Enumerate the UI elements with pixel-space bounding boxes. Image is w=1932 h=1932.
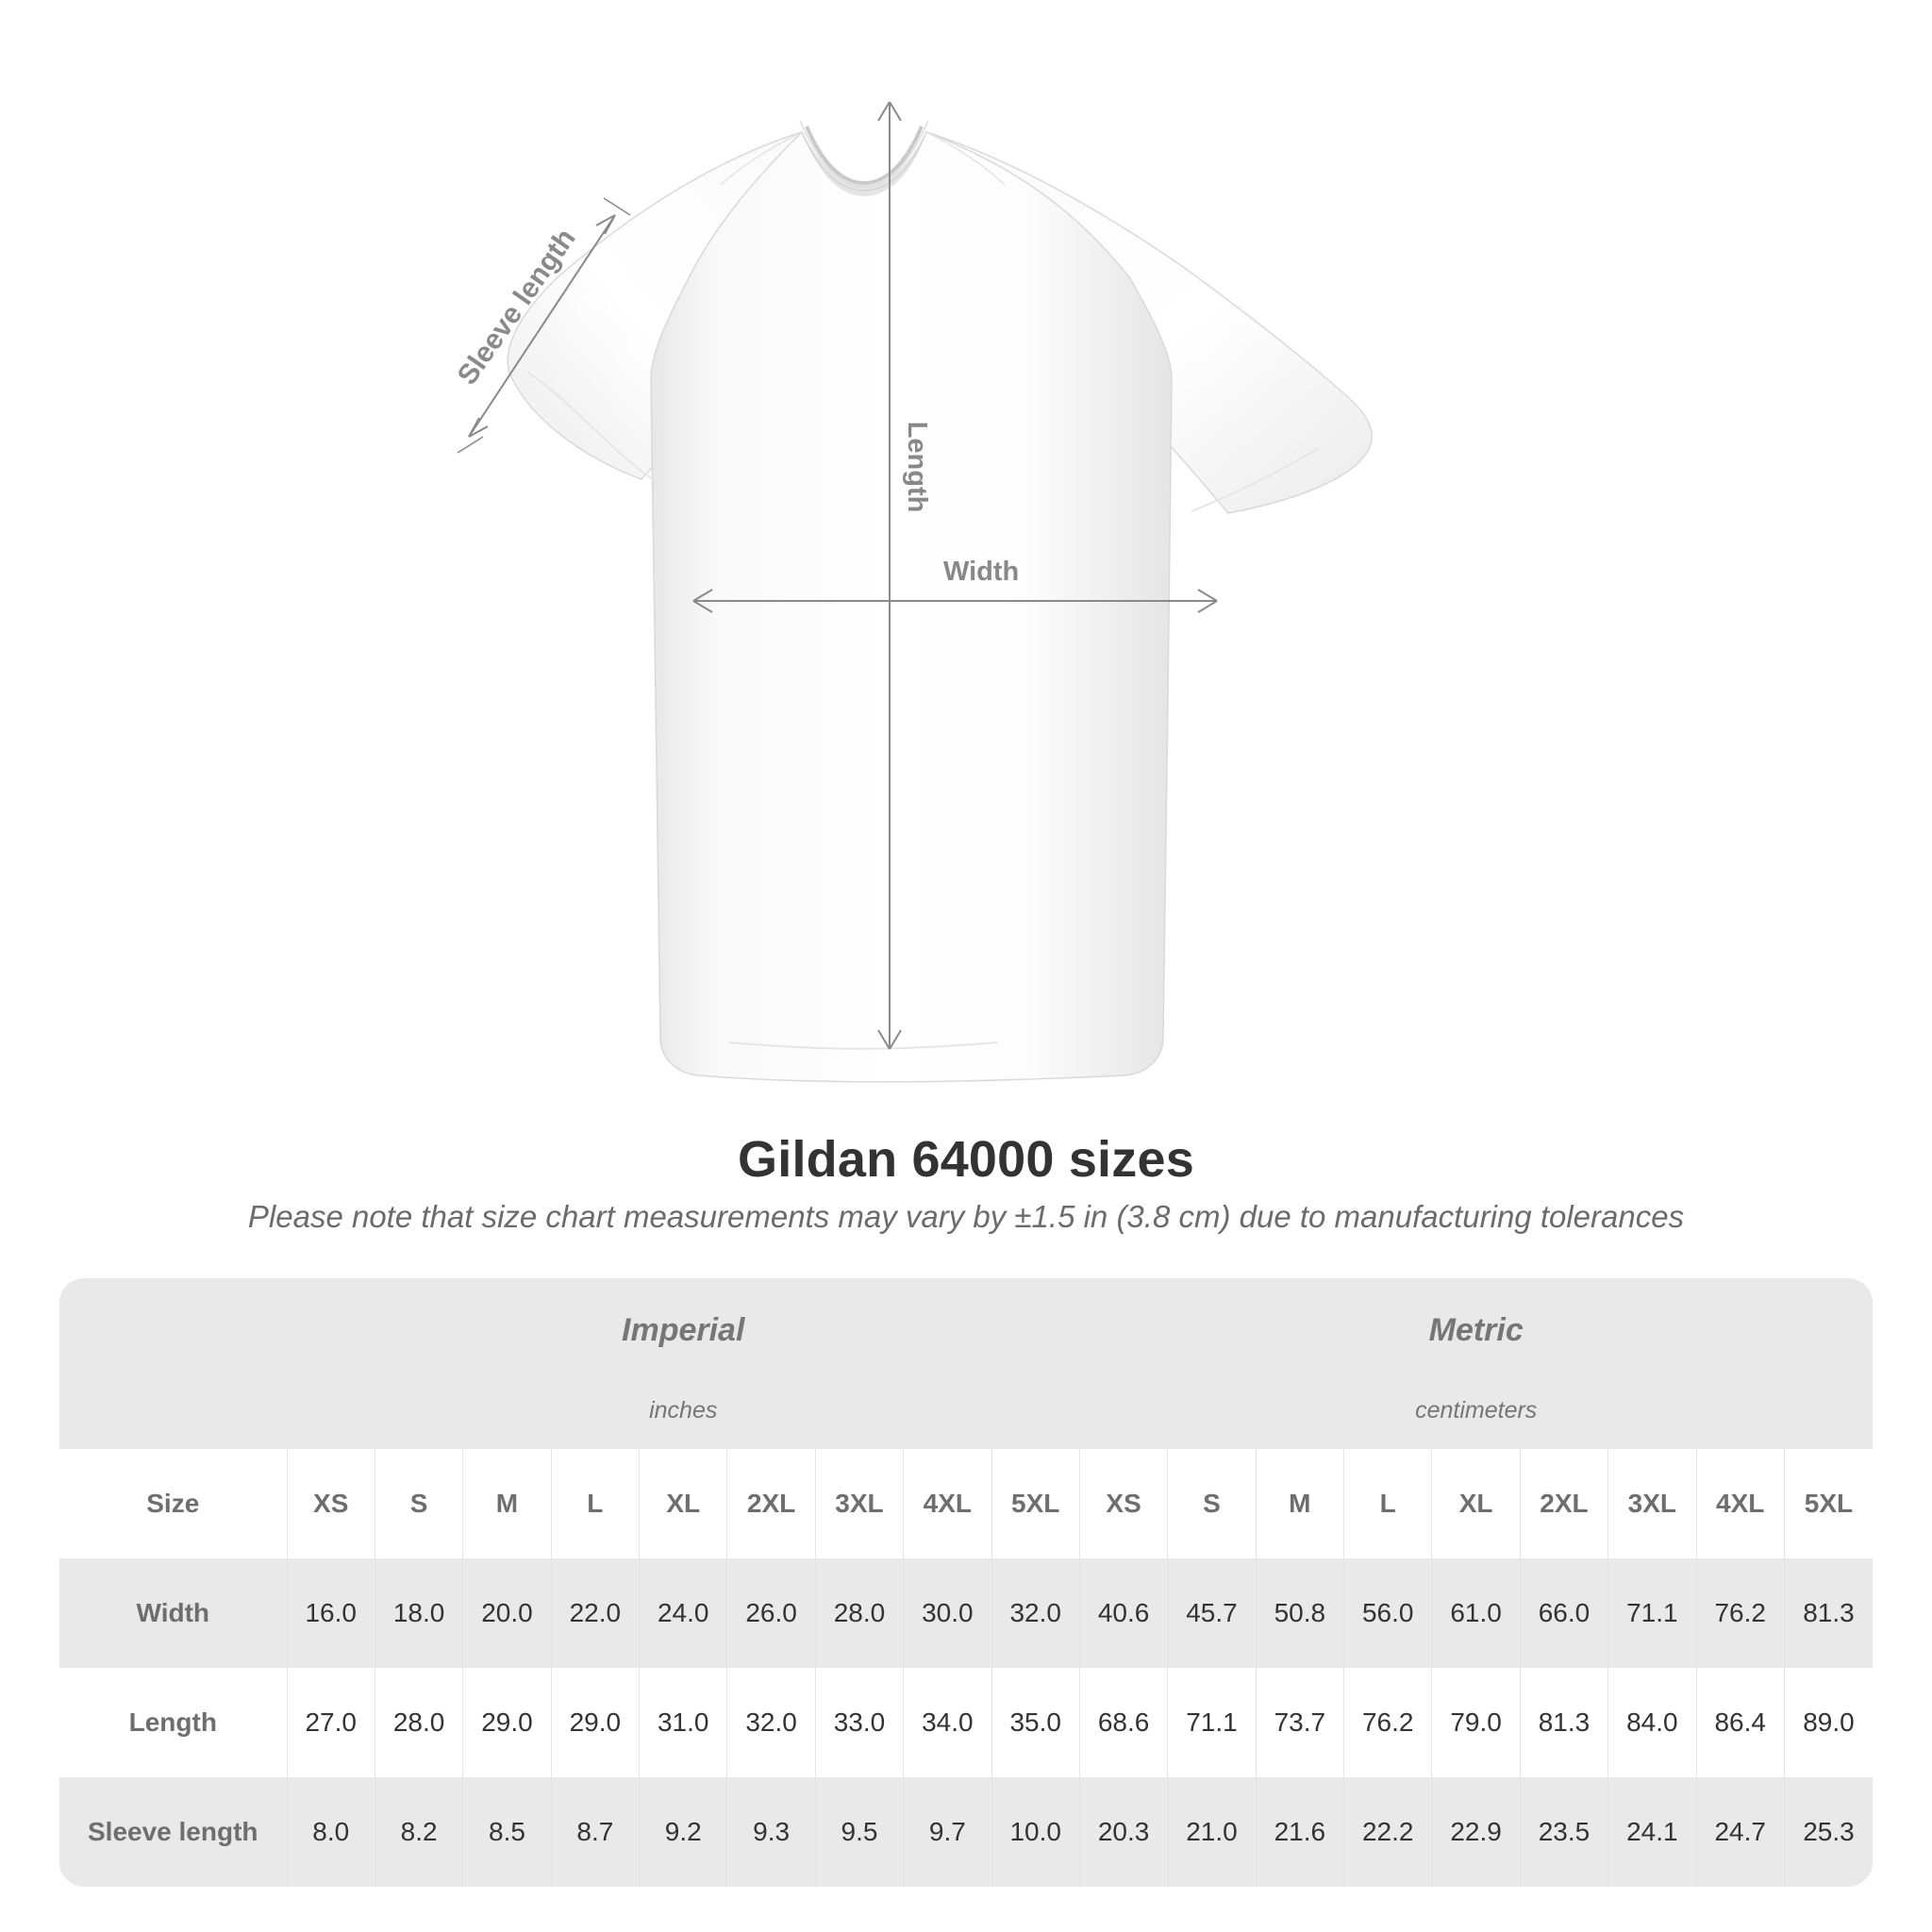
svg-text:Length: Length	[902, 422, 932, 513]
svg-text:Width: Width	[943, 557, 1019, 587]
